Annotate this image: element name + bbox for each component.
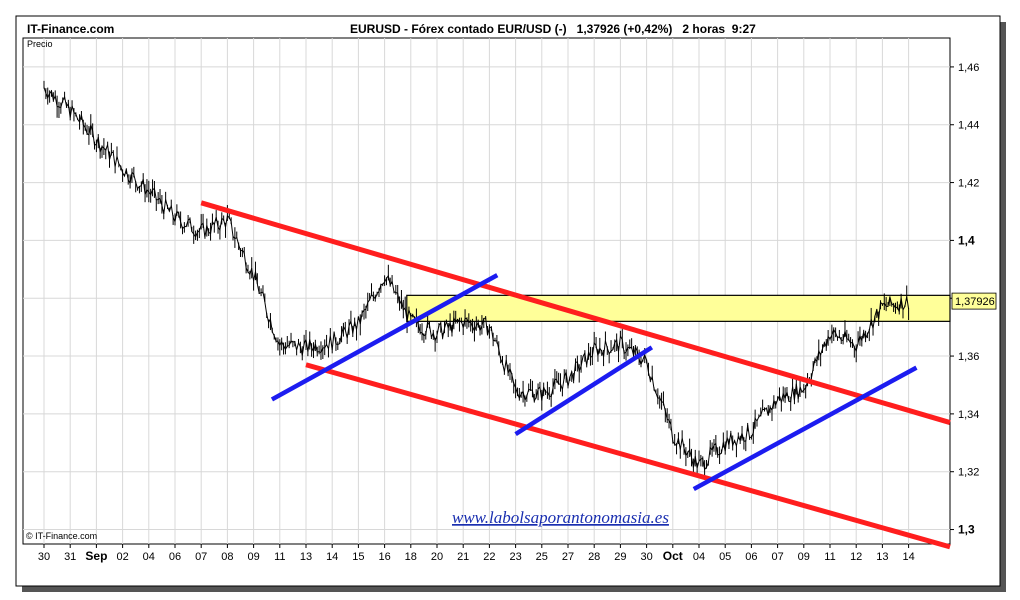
x-tick-label: 09 (247, 551, 259, 563)
x-tick-label: 31 (64, 551, 76, 563)
last-price-tag: 1,37926 (951, 292, 997, 310)
y-tick-label: 1,4 (958, 233, 975, 247)
x-tick-label: 15 (352, 551, 364, 563)
y-tick-label: 1,36 (958, 351, 979, 363)
x-tick-label: 30 (38, 551, 50, 563)
x-tick-label: 18 (405, 551, 417, 563)
x-tick-label: 21 (457, 551, 469, 563)
x-tick-label: 13 (300, 551, 312, 563)
x-tick-label: 09 (798, 551, 810, 563)
x-tick-label: 04 (693, 551, 705, 563)
watermark-url[interactable]: www.labolsaporantonomasia.es (452, 508, 669, 527)
x-tick-label: 13 (876, 551, 888, 563)
y-tick-label: 1,3 (958, 523, 975, 537)
y-axis-title: Precio (27, 39, 53, 49)
x-tick-label: 02 (116, 551, 128, 563)
x-tick-label: 11 (274, 551, 285, 563)
y-tick-label: 1,42 (958, 178, 979, 190)
x-tick-label: 07 (195, 551, 207, 563)
channel-line-red (200, 200, 951, 425)
x-tick-label: 29 (614, 551, 626, 563)
x-tick-label: 28 (588, 551, 600, 563)
y-tick-label: 1,34 (958, 409, 979, 421)
x-tick-label: 16 (378, 551, 390, 563)
x-axis: 30 31 Sep 02 04 06 07 08 09 11 13 14 15 16 18 20 21 22 23 2… (38, 544, 915, 563)
last-price-label: 1,37926 (955, 296, 995, 308)
x-tick-label: Sep (85, 549, 107, 563)
chart-title: EURUSD - Fórex contado EUR/USD (-) 1,379… (350, 22, 756, 36)
trend-line-blue (270, 273, 499, 402)
trend-line-blue (692, 365, 918, 492)
x-tick-label: 23 (509, 551, 521, 563)
trend-line-blue (514, 345, 654, 437)
x-tick-label: 27 (562, 551, 574, 563)
channel-line-red (305, 362, 951, 550)
y-tick-label: 1,46 (958, 62, 979, 74)
x-tick-label: Oct (663, 549, 683, 563)
x-tick-label: 06 (169, 551, 181, 563)
resistance-band (406, 294, 951, 322)
plot-area (22, 37, 951, 545)
x-tick-label: 25 (536, 551, 548, 563)
price-series (43, 80, 910, 478)
y-tick-label: 1,32 (958, 467, 979, 479)
x-tick-label: 04 (143, 551, 155, 563)
last-price-box (951, 292, 997, 310)
x-tick-label: 07 (771, 551, 783, 563)
x-tick-label: 30 (640, 551, 652, 563)
source-label: IT-Finance.com (27, 22, 114, 36)
resistance-band-layer (406, 294, 951, 322)
trend-lines-layer (200, 200, 951, 550)
x-tick-label: 05 (719, 551, 731, 563)
x-tick-label: 12 (850, 551, 862, 563)
x-tick-label: 08 (221, 551, 233, 563)
x-tick-label: 22 (483, 551, 495, 563)
x-tick-label: 14 (902, 551, 914, 563)
x-tick-label: 06 (745, 551, 757, 563)
x-tick-label: 14 (326, 551, 338, 563)
price-line (43, 87, 910, 471)
y-tick-label: 1,44 (958, 120, 979, 132)
x-tick-label: 11 (824, 551, 835, 563)
x-tick-label: 20 (431, 551, 443, 563)
copyright-label: © IT-Finance.com (26, 531, 97, 541)
